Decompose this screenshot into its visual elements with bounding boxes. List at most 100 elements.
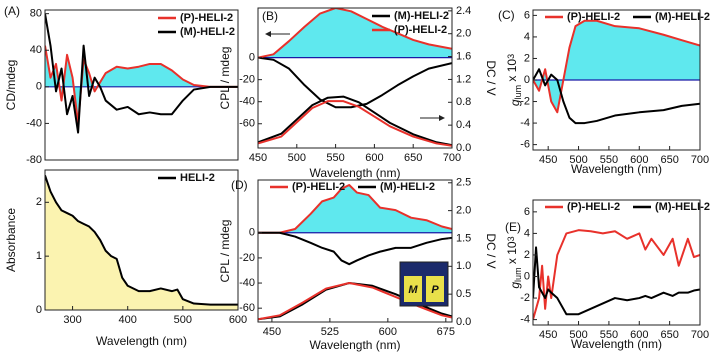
- y-axis-label-part: 3: [506, 236, 516, 241]
- y2-tick-label: 0.8: [456, 96, 471, 108]
- y-axis-label-part: x 10: [505, 241, 519, 267]
- x-tick-label: 500: [174, 314, 192, 326]
- plot-frame: [257, 7, 453, 149]
- x-tick-label: 300: [63, 314, 81, 326]
- x-tick-label: 700: [443, 152, 461, 164]
- y2-tick-label: 0.4: [456, 119, 471, 131]
- x-tick-label: 650: [660, 329, 678, 341]
- y-tick-label: 4: [524, 227, 530, 239]
- y-tick-label: 0: [36, 81, 42, 93]
- plot-area: [533, 19, 700, 125]
- y-axis-label: CD/mdeg: [4, 60, 18, 111]
- y-tick-label: 2: [36, 196, 42, 208]
- y2-tick-label: 1.0: [456, 260, 471, 272]
- plot-area: [45, 175, 238, 310]
- y-tick-label: -2: [520, 292, 530, 304]
- y2-tick-label: 2.0: [456, 205, 471, 217]
- y-axis-label: CPL / mdeg: [218, 220, 232, 283]
- x-tick-label: 450: [539, 154, 557, 166]
- plot-area: [258, 8, 452, 147]
- legend-label: (M)-HELI-2: [180, 26, 235, 38]
- y-tick-label: -80: [26, 154, 42, 166]
- y-tick-label: 2: [524, 249, 530, 261]
- y-axis-label-part: x 10: [505, 59, 519, 85]
- y2-tick-label: 0.0: [456, 316, 471, 328]
- legend-label: (M)-HELI-2: [394, 10, 449, 22]
- series-line: [258, 282, 452, 321]
- y-axis-label: Absorbance: [4, 208, 18, 272]
- series-line: [258, 95, 452, 147]
- y-tick-label: -40: [26, 117, 42, 129]
- x-tick-label: 600: [630, 154, 648, 166]
- y-axis-label-part: lum: [513, 267, 523, 282]
- x-tick-label: 600: [379, 326, 397, 338]
- legend-label: (M)-HELI-2: [655, 201, 710, 213]
- fill-area: [258, 185, 452, 233]
- y-tick-label: -20: [239, 252, 255, 264]
- plot-area: [533, 229, 700, 320]
- x-tick-label: 700: [691, 329, 709, 341]
- y-tick-label: 6: [524, 9, 530, 21]
- plot-area: [45, 13, 238, 134]
- panel-label: (D): [231, 178, 248, 192]
- y-axis-label-part: 3: [506, 54, 516, 59]
- legend-label: (M)-HELI-2: [380, 181, 435, 193]
- y2-tick-label: 1.5: [456, 232, 471, 244]
- x-tick-label: 550: [600, 329, 618, 341]
- fill-area: [533, 20, 700, 113]
- series-line: [45, 13, 238, 134]
- y-tick-label: 1: [36, 250, 42, 262]
- panel-label: (C): [498, 8, 515, 22]
- y-tick-label: 0: [524, 74, 530, 86]
- y-tick-label: 6: [524, 206, 530, 218]
- series-line: [533, 246, 700, 316]
- y-tick-label: 4: [524, 31, 530, 43]
- y-tick-label: 80: [30, 8, 42, 20]
- x-tick-label: 675: [437, 326, 455, 338]
- legend-label: (P)-HELI-2: [567, 11, 620, 23]
- y-axis-label-part: lum: [513, 85, 523, 100]
- y-tick-label: 0: [249, 227, 255, 239]
- y2-tick-label: 2.5: [456, 177, 471, 189]
- y-tick-label: -60: [239, 302, 255, 314]
- y-tick-label: -4: [520, 117, 530, 129]
- plot-frame: [532, 199, 701, 326]
- x-tick-label: 550: [600, 154, 618, 166]
- inset-label: M: [408, 284, 418, 296]
- series-line: [258, 100, 452, 147]
- x-tick-label: 525: [321, 326, 339, 338]
- y-axis-label: CPL / mdeg: [218, 47, 232, 110]
- panel-label: (B): [262, 9, 278, 23]
- x-tick-label: 400: [119, 314, 137, 326]
- legend-label: (M)-HELI-2: [655, 11, 710, 23]
- x-axis-label: Wavelength (nm): [310, 166, 401, 180]
- legend-label: (P)-HELI-2: [292, 181, 345, 193]
- y-axis-label-part: g: [508, 282, 522, 289]
- y-axis-label: glum x 103: [505, 236, 523, 288]
- x-tick-label: 650: [660, 154, 678, 166]
- legend-label: HELI-2: [180, 172, 215, 184]
- plot-frame: [257, 179, 453, 323]
- y-tick-label: 40: [30, 44, 42, 56]
- y-axis-label-part: g: [508, 99, 522, 106]
- series-line: [45, 45, 238, 125]
- x-axis-label: Wavelength (nm): [571, 162, 662, 176]
- x-tick-label: 600: [630, 329, 648, 341]
- series-line: [533, 68, 700, 125]
- x-tick-label: 700: [691, 154, 709, 166]
- y-axis-label: glum x 103: [505, 54, 523, 106]
- series-line: [258, 56, 452, 109]
- inset-vial: [426, 276, 444, 302]
- series-line: [533, 229, 700, 320]
- x-tick-label: 450: [263, 326, 281, 338]
- legend-label: (P)-HELI-2: [180, 12, 233, 24]
- y-tick-label: -6: [520, 139, 530, 151]
- x-tick-label: 500: [569, 154, 587, 166]
- y-tick-label: 2: [524, 52, 530, 64]
- legend-label: (P)-HELI-2: [394, 24, 447, 36]
- series-line: [258, 231, 452, 266]
- y2-axis-label: DC / V: [484, 60, 498, 95]
- panel-label: (A): [4, 4, 20, 18]
- series-line: [45, 175, 238, 306]
- x-tick-label: 500: [288, 152, 306, 164]
